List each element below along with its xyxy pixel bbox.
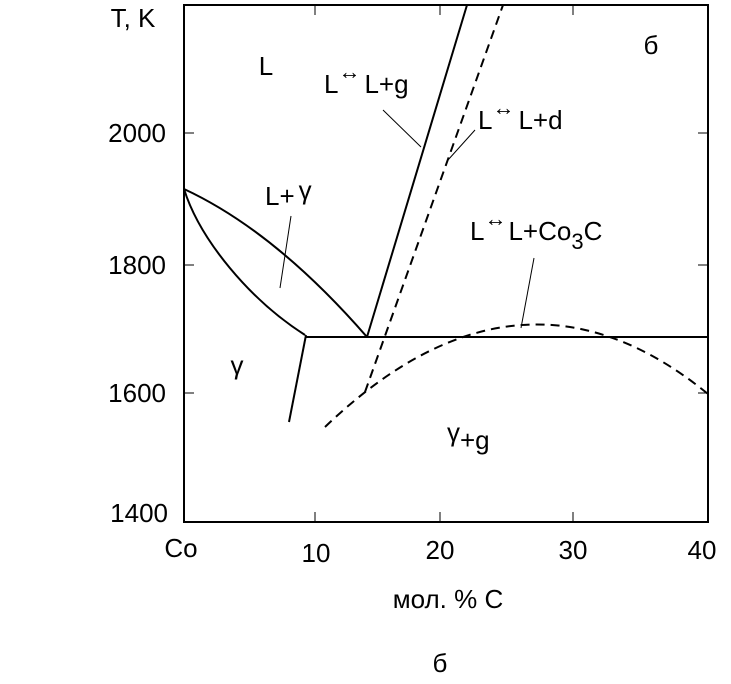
- diamond-liquidus: [364, 4, 504, 393]
- x-axis-label: мол. % C: [393, 584, 504, 614]
- label-part: L+: [265, 181, 295, 211]
- label-part: ↔: [338, 59, 360, 84]
- tick-marks: [184, 5, 708, 522]
- caption: б: [433, 648, 448, 678]
- label-part: γ: [299, 175, 312, 205]
- x-origin-label: Co: [164, 533, 197, 563]
- label-part: L+Co: [508, 216, 571, 246]
- x-tick-label: 20: [426, 535, 455, 565]
- solvus: [288, 334, 307, 423]
- region-label: γ+g: [447, 417, 490, 455]
- label-part: L: [324, 69, 338, 99]
- label-part: L: [470, 216, 484, 246]
- solidus: [183, 188, 306, 336]
- region-label: γ: [231, 350, 244, 380]
- label-part: L+d: [518, 105, 562, 135]
- y-tick-label: 1600: [108, 378, 166, 408]
- label-part: L: [478, 105, 492, 135]
- carbide-curve: [324, 323, 709, 428]
- label-part: L+g: [364, 69, 408, 99]
- label-part: C: [584, 216, 603, 246]
- liquidus: [183, 188, 368, 338]
- y-tick-label: 2000: [108, 118, 166, 148]
- label-part: 3: [571, 229, 583, 254]
- label-part: γ: [447, 417, 460, 447]
- reaction-label: L↔ L+d: [478, 95, 563, 135]
- plot-frame: [183, 4, 709, 523]
- panel-label: б: [644, 30, 659, 60]
- leader-lines: [279, 109, 535, 329]
- region-label: L: [259, 51, 273, 81]
- y-axis-label: T, K: [111, 3, 156, 33]
- reaction-label: L↔ L+g: [324, 59, 409, 99]
- y-tick-label: 1400: [110, 498, 168, 528]
- x-tick-label: 40: [688, 535, 717, 565]
- label-part: +g: [460, 425, 490, 455]
- reaction-label: L↔L+Co3C: [470, 206, 602, 254]
- region-label: L+ γ: [265, 175, 312, 211]
- label-part: ↔: [492, 95, 514, 120]
- x-tick-label: 30: [559, 535, 588, 565]
- label-part: ↔: [484, 206, 506, 231]
- x-tick-label: 10: [302, 538, 331, 568]
- graphite-liquidus: [366, 4, 468, 338]
- y-tick-label: 1800: [108, 250, 166, 280]
